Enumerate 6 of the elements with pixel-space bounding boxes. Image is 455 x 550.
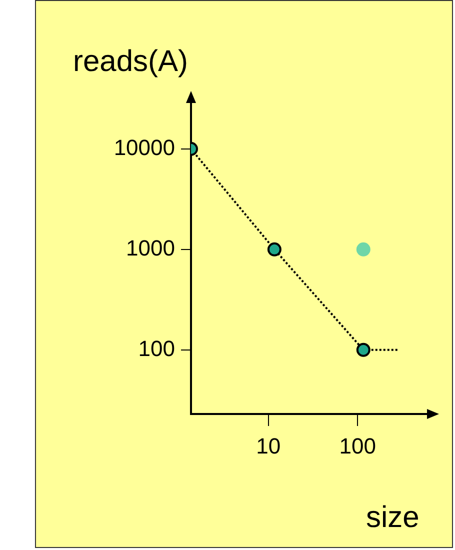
x-axis-title: size bbox=[366, 501, 420, 535]
y-tick-label: 10000 bbox=[114, 135, 175, 160]
y-tick-label: 1000 bbox=[126, 235, 175, 260]
y-tick-label: 100 bbox=[138, 336, 175, 361]
x-tick-label: 10 bbox=[256, 433, 281, 458]
y-axis-title: reads(A) bbox=[73, 45, 188, 79]
